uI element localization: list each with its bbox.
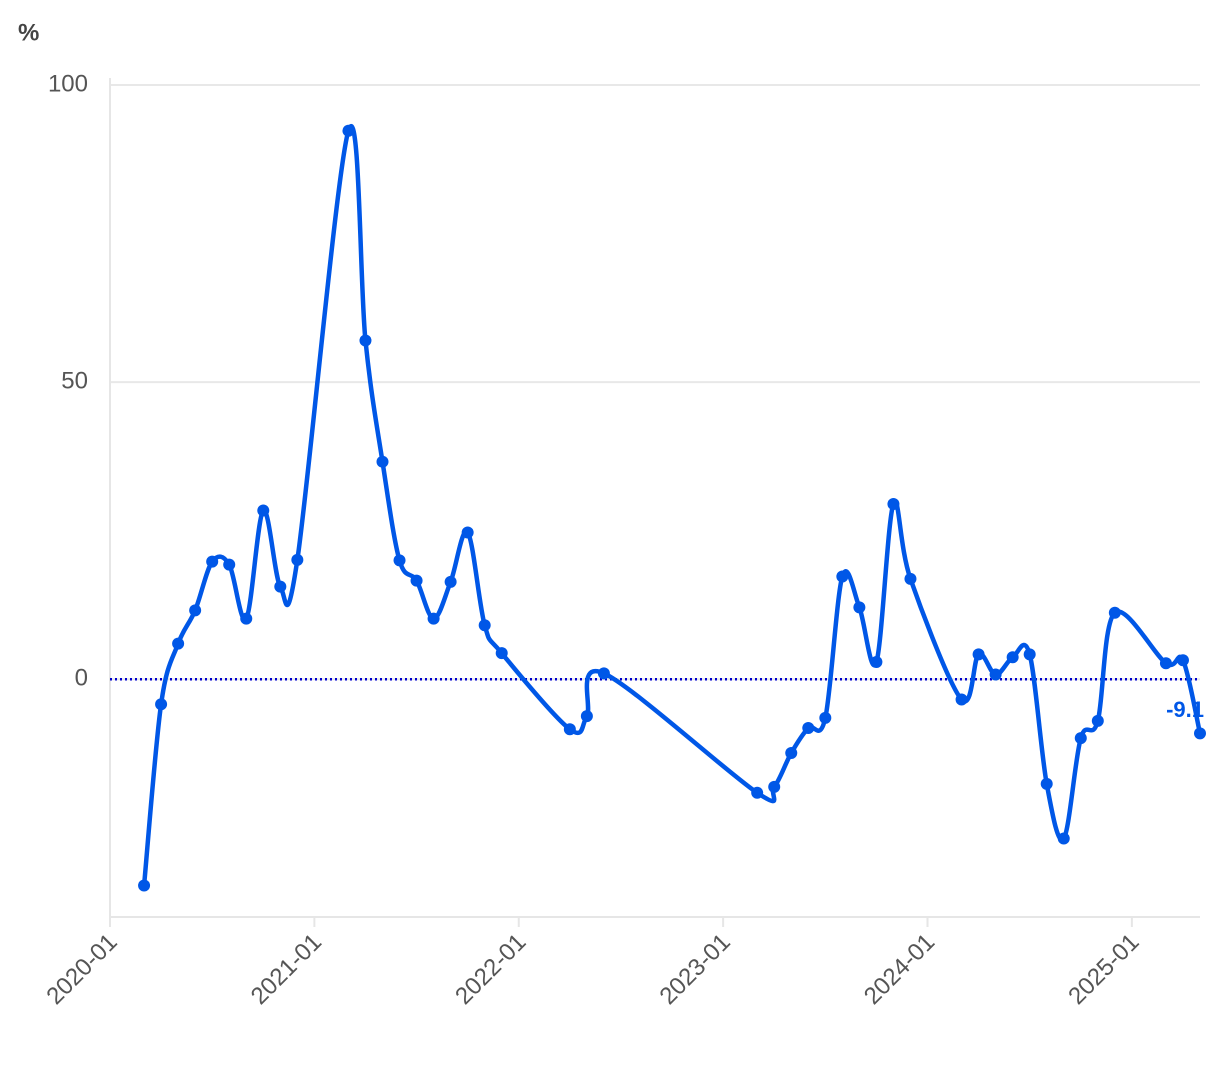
data-point [751, 786, 764, 799]
x-tick-label: 2025-01 [1063, 929, 1144, 1010]
y-tick-label: 100 [48, 70, 88, 97]
data-point [155, 698, 168, 711]
data-point [1074, 732, 1087, 745]
data-point [359, 334, 372, 347]
data-point [768, 780, 781, 793]
last-value-label: -9.1 [1166, 697, 1204, 722]
data-point [989, 668, 1002, 681]
data-point [342, 124, 355, 137]
x-tick-label: 2024-01 [859, 929, 940, 1010]
data-point [427, 612, 440, 625]
data-point [853, 601, 866, 614]
data-point [802, 722, 815, 735]
data-point [274, 580, 287, 593]
data-point [1006, 651, 1019, 664]
data-point [172, 637, 185, 650]
data-point [444, 575, 457, 588]
data-point [1159, 657, 1172, 670]
y-tick-label: 50 [61, 367, 88, 394]
data-point [836, 570, 849, 583]
data-point [257, 504, 270, 517]
data-point [138, 879, 151, 892]
data-point [1040, 777, 1053, 790]
data-point [1194, 727, 1206, 740]
x-tick-label: 2022-01 [450, 929, 531, 1010]
data-point [819, 711, 832, 724]
data-point [1091, 714, 1104, 727]
data-point [478, 619, 491, 632]
y-tick-label: 0 [75, 665, 88, 692]
data-point [1108, 606, 1121, 619]
data-point [189, 604, 202, 617]
data-point [904, 572, 917, 585]
data-point [206, 555, 219, 568]
x-tick-label: 2023-01 [654, 929, 735, 1010]
data-point [495, 647, 508, 660]
data-point [580, 710, 593, 723]
data-point [870, 656, 883, 669]
data-point [376, 455, 389, 468]
data-point [785, 746, 798, 759]
data-point [972, 648, 985, 661]
data-point [597, 667, 610, 680]
data-point [393, 554, 406, 567]
data-point [410, 574, 423, 587]
data-point [291, 553, 304, 566]
data-point [887, 497, 900, 510]
data-point [955, 693, 968, 706]
y-axis-label: % [18, 19, 39, 46]
x-tick-label: 2020-01 [41, 929, 122, 1010]
data-point [563, 723, 576, 736]
series-line [141, 124, 1203, 886]
data-point [1023, 648, 1036, 661]
data-point [240, 612, 253, 625]
x-tick-label: 2021-01 [246, 929, 327, 1010]
data-point [1057, 832, 1070, 845]
data-point [223, 558, 236, 571]
data-point [1176, 654, 1189, 667]
data-point [461, 526, 474, 539]
